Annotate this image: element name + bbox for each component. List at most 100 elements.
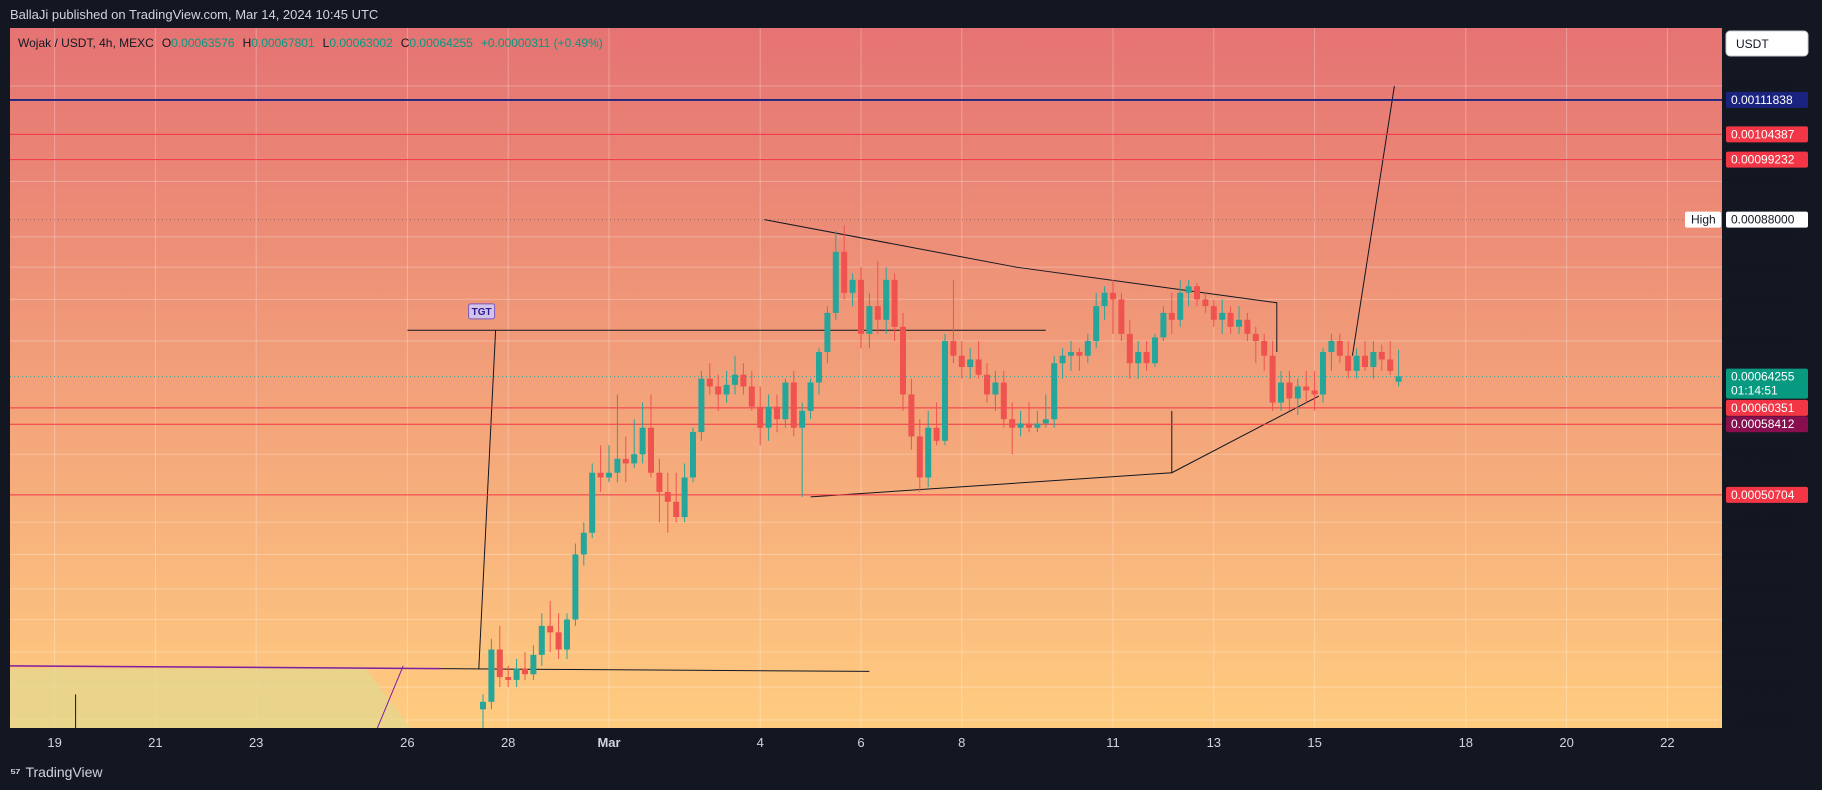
- candle-body: [740, 374, 747, 387]
- plot-background: [10, 28, 1722, 728]
- candle-body: [1353, 355, 1360, 371]
- price-tick-label: 0.00095000: [1731, 174, 1795, 188]
- price-label-box: [1726, 486, 1808, 503]
- price-tick-label: 0.00045000: [1731, 547, 1795, 561]
- symbol-name: Wojak / USDT, 4h, MEXC: [18, 36, 154, 50]
- candle-body: [1261, 341, 1268, 356]
- time-tick-label: 22: [1660, 735, 1674, 750]
- candle-body: [513, 668, 520, 680]
- candle-body: [916, 436, 923, 478]
- candle-body: [984, 374, 990, 395]
- candle-body: [1236, 319, 1242, 327]
- candle-body: [900, 326, 906, 395]
- consolidation-zone: [10, 668, 411, 728]
- candle-body: [656, 472, 663, 492]
- time-tick-label: 18: [1459, 735, 1473, 750]
- price-tick-label: 0.00032300: [1731, 713, 1795, 727]
- candle-body: [1118, 299, 1125, 334]
- price-tick-label: 0.00069000: [1731, 334, 1795, 348]
- candle-body: [874, 306, 881, 320]
- support-ray: [440, 668, 870, 672]
- candle-body: [1110, 292, 1116, 300]
- candle-body: [1387, 359, 1394, 371]
- candle-body: [824, 312, 831, 353]
- candle-body: [1345, 355, 1352, 371]
- candle-body: [1026, 423, 1032, 428]
- candle-body: [933, 427, 940, 441]
- candle-body: [858, 279, 864, 334]
- measured-move-line: [478, 330, 497, 669]
- candle-body: [1101, 292, 1108, 307]
- time-tick-label: 20: [1559, 735, 1573, 750]
- candle-body: [942, 341, 948, 441]
- footer: ⁵⁷ TradingView: [10, 764, 103, 780]
- price-label-box: [1726, 126, 1808, 143]
- candle-body: [1286, 382, 1293, 399]
- candle-body: [891, 279, 898, 327]
- bar-countdown-label: 01:14:51: [1731, 384, 1778, 398]
- time-tick-label: 13: [1207, 735, 1221, 750]
- tgt-annotation: TGT: [468, 303, 496, 320]
- zone-top-line: [10, 665, 442, 670]
- price-label-text: 0.00111838: [1731, 93, 1793, 107]
- candle-body: [1320, 352, 1326, 395]
- candle-body: [1126, 333, 1133, 364]
- footer-brand[interactable]: TradingView: [25, 764, 103, 780]
- high-tag-box: [1685, 211, 1721, 228]
- time-tick-label: 4: [757, 735, 764, 750]
- time-axis: 19 21 23 26 28 Mar 4 6 8 11 13 15 18 20 22: [47, 735, 1674, 750]
- drawings: TGT: [10, 85, 1722, 728]
- time-tick-label: 11: [1106, 735, 1120, 750]
- candle-body: [1328, 341, 1335, 353]
- candle-body: [807, 382, 814, 411]
- candle-body: [664, 491, 671, 502]
- price-tick-label: 0.00115000: [1731, 79, 1794, 93]
- tgt-box: [468, 303, 496, 320]
- candle-body: [606, 472, 612, 478]
- candle-body: [757, 406, 764, 428]
- currency-button[interactable]: USDT: [1725, 30, 1809, 57]
- time-tick-label: 6: [857, 735, 864, 750]
- candle-body: [1000, 382, 1007, 420]
- candle-body: [505, 677, 512, 680]
- projection-line: [1351, 85, 1395, 356]
- candle-body: [530, 654, 537, 675]
- candle-body: [480, 701, 486, 710]
- candle-body: [648, 427, 654, 473]
- price-tick-label: 0.00048000: [1731, 515, 1795, 529]
- time-tick-label: 28: [501, 735, 515, 750]
- candle-body: [1210, 306, 1217, 320]
- price-label-text: 0.00060351: [1731, 401, 1795, 415]
- candle-body: [690, 432, 696, 478]
- candle-body: [1370, 352, 1377, 368]
- candle-body: [1185, 286, 1192, 293]
- candle-body: [1227, 312, 1234, 327]
- open-value: 0.00063576: [171, 36, 235, 50]
- candle-body: [774, 406, 780, 420]
- price-tick-label: 0.00080000: [1731, 260, 1795, 274]
- candle-body: [1084, 341, 1091, 356]
- candle-body: [1303, 386, 1310, 391]
- candle-body: [1269, 355, 1276, 403]
- candle-body: [580, 532, 587, 555]
- candle-body: [782, 382, 789, 420]
- time-tick-label: 19: [47, 735, 61, 750]
- candle-body: [522, 668, 528, 675]
- candle-body: [681, 477, 688, 518]
- candle-body: [639, 427, 646, 455]
- candle-body: [706, 378, 713, 387]
- candle-body: [1311, 390, 1318, 395]
- time-tick-label: 26: [400, 735, 414, 750]
- candle-body: [1252, 333, 1259, 342]
- candle-body: [1076, 352, 1083, 356]
- candle-body: [589, 472, 596, 533]
- candle-body: [1219, 312, 1226, 320]
- candle-body: [614, 458, 621, 473]
- publisher-header: BallaJi published on TradingView.com, Ma…: [10, 7, 379, 22]
- close-value: 0.00064255: [409, 36, 473, 50]
- candle-body: [538, 625, 545, 655]
- candle-body: [496, 649, 503, 678]
- high-price-label: 0.00088000: [1731, 213, 1795, 227]
